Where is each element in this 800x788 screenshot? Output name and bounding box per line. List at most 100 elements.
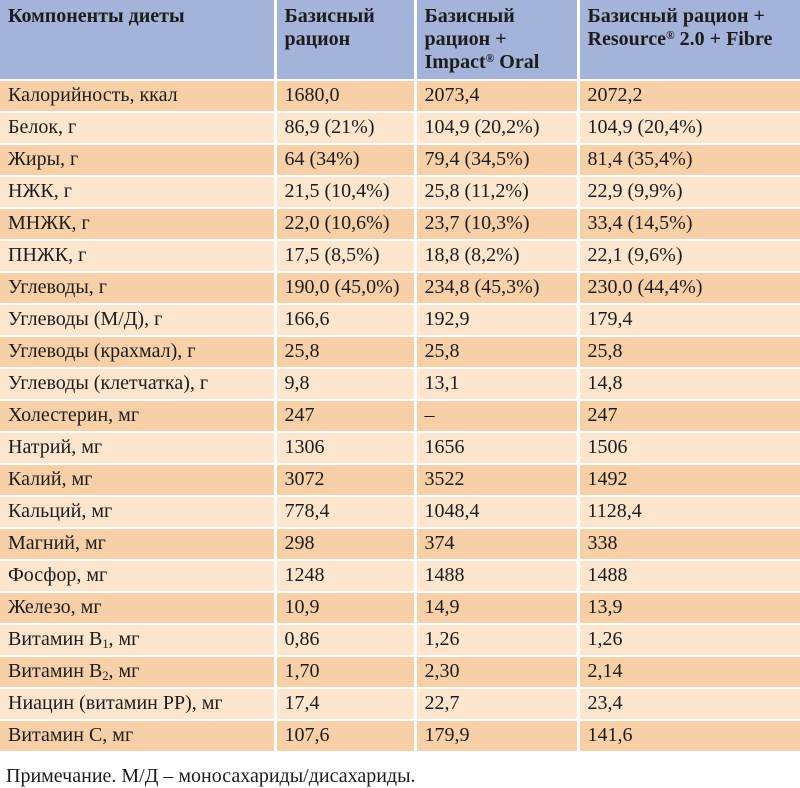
row-label: Углеводы (М/Д), г	[0, 303, 275, 336]
cell-resource: 22,1 (9,6%)	[576, 239, 800, 272]
table-row: НЖК, г 21,5 (10,4%) 25,8 (11,2%) 22,9 (9,9%…	[0, 175, 800, 208]
cell-resource: 22,9 (9,9%)	[576, 175, 800, 208]
cell-basic: 9,8	[273, 367, 415, 400]
cell-resource: 247	[576, 399, 800, 432]
table-row: Углеводы, г 190,0 (45,0%) 234,8 (45,3%) 230…	[0, 271, 800, 304]
cell-resource: 1128,4	[576, 495, 800, 528]
table-row: Холестерин, мг 247–247	[0, 399, 800, 432]
cell-basic: 778,4	[273, 495, 415, 528]
cell-impact: 104,9 (20,2%)	[413, 111, 578, 144]
column-header-text: Компоненты диеты	[8, 5, 185, 27]
row-label: МНЖК, г	[0, 207, 275, 240]
row-label: НЖК, г	[0, 175, 275, 208]
cell-basic: 25,8	[273, 335, 415, 368]
column-header-impact-oral: Базисный рацион + Impact® Oral	[413, 0, 578, 80]
table-row: Калий, мг 3072 3522 1492	[0, 463, 800, 496]
row-label: Углеводы (клетчатка), г	[0, 367, 275, 400]
cell-impact: 18,8 (8,2%)	[413, 239, 578, 272]
cell-impact: 1656	[413, 431, 578, 464]
table-row: Белок, г 86,9 (21%) 104,9 (20,2%) 104,9 (20…	[0, 111, 800, 144]
table-row: Магний, мг 298 374 338	[0, 527, 800, 560]
cell-impact: 25,8	[413, 335, 578, 368]
row-label: Ниацин (витамин PP), мг	[0, 687, 275, 720]
table-header: Компоненты диеты Базисный рацион Базисны…	[0, 0, 800, 80]
row-label: Углеводы (крахмал), г	[0, 335, 275, 368]
cell-impact: 1488	[413, 559, 578, 592]
vitamin-subscript: 2	[102, 669, 109, 684]
table-row: Железо, мг 10,9 14,9 13,9	[0, 591, 800, 624]
cell-basic: 190,0 (45,0%)	[273, 271, 415, 304]
column-header-text: Базисный рацион	[284, 5, 375, 50]
cell-impact: 1,26	[413, 623, 578, 656]
cell-resource: 104,9 (20,4%)	[576, 111, 800, 144]
cell-basic: 1,70	[273, 655, 415, 688]
cell-resource: 13,9	[576, 591, 800, 624]
row-label: ПНЖК, г	[0, 239, 275, 272]
cell-impact: 25,8 (11,2%)	[413, 175, 578, 208]
cell-resource: 23,4	[576, 687, 800, 720]
row-label-text: , мг	[108, 628, 140, 650]
cell-impact: 2,30	[413, 655, 578, 688]
row-label: Холестерин, мг	[0, 399, 275, 432]
cell-basic: 1680,0	[273, 79, 415, 112]
cell-resource: 2072,2	[576, 79, 800, 112]
cell-impact: 234,8 (45,3%)	[413, 271, 578, 304]
cell-impact: 192,9	[413, 303, 578, 336]
cell-basic: 298	[273, 527, 415, 560]
registered-trademark-mark: ®	[666, 28, 675, 42]
cell-impact: 23,7 (10,3%)	[413, 207, 578, 240]
row-label: Калий, мг	[0, 463, 275, 496]
table-row: Жиры, г 64 (34%) 79,4 (34,5%) 81,4 (35,4%)	[0, 143, 800, 176]
column-header-components: Компоненты диеты	[0, 0, 275, 80]
cell-basic: 0,86	[273, 623, 415, 656]
cell-impact: 22,7	[413, 687, 578, 720]
diet-components-table: Компоненты диеты Базисный рацион Базисны…	[0, 0, 800, 751]
cell-impact: 1048,4	[413, 495, 578, 528]
table-row: Витамин C, мг 107,6 179,9 141,6	[0, 719, 800, 751]
row-label: Белок, г	[0, 111, 275, 144]
cell-impact: 79,4 (34,5%)	[413, 143, 578, 176]
cell-resource: 1,26	[576, 623, 800, 656]
cell-basic: 10,9	[273, 591, 415, 624]
cell-resource: 1488	[576, 559, 800, 592]
cell-resource: 179,4	[576, 303, 800, 336]
cell-basic: 22,0 (10,6%)	[273, 207, 415, 240]
row-label: Витамин B1, мг	[0, 623, 275, 656]
row-label: Витамин C, мг	[0, 719, 275, 751]
column-header-text: Базисный рацион + Impact	[424, 5, 515, 73]
cell-resource: 338	[576, 527, 800, 560]
row-label: Углеводы, г	[0, 271, 275, 304]
row-label: Натрий, мг	[0, 431, 275, 464]
cell-basic: 1248	[273, 559, 415, 592]
header-row: Компоненты диеты Базисный рацион Базисны…	[0, 0, 800, 80]
cell-basic: 21,5 (10,4%)	[273, 175, 415, 208]
cell-resource: 14,8	[576, 367, 800, 400]
cell-basic: 86,9 (21%)	[273, 111, 415, 144]
cell-basic: 64 (34%)	[273, 143, 415, 176]
column-header-text: Oral	[494, 51, 540, 73]
table-row: Углеводы (клетчатка), г 9,8 13,1 14,8	[0, 367, 800, 400]
row-label-text: , мг	[108, 660, 140, 682]
table-row: Фосфор, мг 1248 1488 1488	[0, 559, 800, 592]
row-label: Фосфор, мг	[0, 559, 275, 592]
table-row: МНЖК, г 22,0 (10,6%) 23,7 (10,3%) 33,4 (14,…	[0, 207, 800, 240]
cell-resource: 230,0 (44,4%)	[576, 271, 800, 304]
cell-basic: 247	[273, 399, 415, 432]
cell-resource: 33,4 (14,5%)	[576, 207, 800, 240]
cell-basic: 1306	[273, 431, 415, 464]
cell-impact: 13,1	[413, 367, 578, 400]
cell-resource: 2,14	[576, 655, 800, 688]
column-header-text: 2.0 + Fibre	[674, 28, 773, 50]
row-label: Витамин B2, мг	[0, 655, 275, 688]
column-header-basic-ration: Базисный рацион	[273, 0, 415, 80]
table-row: Витамин B1, мг 0,86 1,26 1,26	[0, 623, 800, 656]
table-row: Углеводы (М/Д), г 166,6 192,9 179,4	[0, 303, 800, 336]
table-row: ПНЖК, г 17,5 (8,5%) 18,8 (8,2%) 22,1 (9,6%)	[0, 239, 800, 272]
cell-resource: 25,8	[576, 335, 800, 368]
cell-impact: 2073,4	[413, 79, 578, 112]
row-label: Жиры, г	[0, 143, 275, 176]
cell-basic: 166,6	[273, 303, 415, 336]
cell-impact: –	[413, 399, 578, 432]
cell-basic: 17,5 (8,5%)	[273, 239, 415, 272]
table-row: Кальций, мг 778,4 1048,4 1128,4	[0, 495, 800, 528]
